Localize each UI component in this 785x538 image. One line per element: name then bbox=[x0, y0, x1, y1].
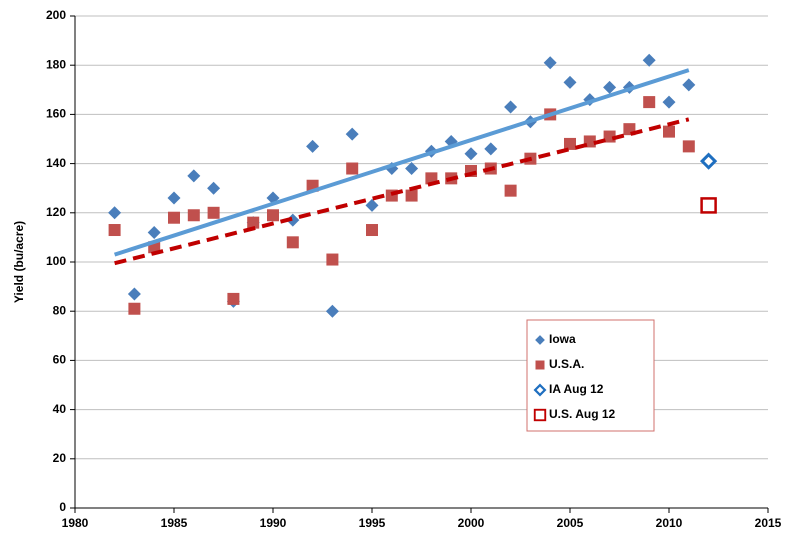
point bbox=[286, 236, 299, 249]
point bbox=[484, 142, 498, 156]
point bbox=[699, 152, 718, 170]
x-tick-label: 1995 bbox=[359, 516, 386, 530]
point bbox=[326, 253, 339, 266]
point bbox=[346, 162, 359, 175]
legend: Iowa U.S.A. IA Aug 12 U.S. Aug 12 bbox=[526, 319, 655, 432]
point bbox=[227, 292, 240, 305]
point bbox=[207, 181, 221, 195]
point bbox=[167, 191, 181, 205]
y-tick-label: 100 bbox=[46, 254, 66, 268]
x-tick-label: 2005 bbox=[557, 516, 584, 530]
y-tick-label: 200 bbox=[46, 8, 66, 22]
legend-label: U.S. Aug 12 bbox=[549, 407, 616, 421]
x-tick-label: 1990 bbox=[260, 516, 287, 530]
point bbox=[325, 304, 339, 318]
x-tick-label: 2015 bbox=[755, 516, 782, 530]
y-tick-label: 120 bbox=[46, 205, 66, 219]
point bbox=[603, 80, 617, 94]
y-tick-label: 80 bbox=[53, 303, 67, 317]
x-tick-label: 1980 bbox=[62, 516, 89, 530]
point bbox=[187, 169, 201, 183]
trend-line bbox=[113, 68, 690, 257]
trend-line bbox=[114, 117, 690, 266]
point bbox=[543, 56, 557, 70]
y-tick-label: 0 bbox=[59, 500, 66, 514]
y-tick-label: 60 bbox=[53, 353, 67, 367]
point bbox=[207, 206, 220, 219]
point bbox=[108, 206, 122, 220]
point bbox=[504, 100, 518, 114]
point bbox=[267, 209, 279, 222]
point bbox=[306, 139, 320, 153]
legend-marker bbox=[535, 360, 545, 370]
legend-marker bbox=[533, 383, 547, 397]
point bbox=[563, 75, 577, 89]
y-tick-label: 160 bbox=[46, 107, 66, 121]
point bbox=[128, 302, 141, 315]
point bbox=[405, 162, 419, 176]
legend-label: Iowa bbox=[549, 332, 576, 346]
y-tick-label: 140 bbox=[46, 156, 66, 170]
point bbox=[187, 209, 200, 222]
legend-label: U.S.A. bbox=[549, 357, 584, 371]
y-axis-label: Yield (bu/acre) bbox=[12, 221, 26, 303]
point bbox=[366, 224, 378, 237]
point bbox=[168, 211, 180, 224]
point bbox=[700, 197, 717, 214]
legend-marker bbox=[535, 335, 545, 345]
y-tick-label: 20 bbox=[53, 451, 67, 465]
point bbox=[682, 140, 695, 153]
point bbox=[247, 216, 260, 229]
point bbox=[345, 127, 359, 141]
point bbox=[365, 198, 379, 212]
legend-label: IA Aug 12 bbox=[549, 382, 604, 396]
point bbox=[564, 137, 576, 150]
point bbox=[286, 213, 300, 227]
y-tick-label: 180 bbox=[46, 57, 66, 71]
point bbox=[464, 147, 478, 161]
point bbox=[108, 224, 121, 237]
point bbox=[127, 287, 141, 301]
x-tick-label: 1985 bbox=[161, 516, 188, 530]
point bbox=[405, 189, 418, 202]
point bbox=[643, 96, 656, 109]
point bbox=[504, 184, 517, 197]
legend-marker bbox=[533, 408, 547, 422]
y-tick-label: 40 bbox=[53, 402, 67, 416]
legend-box bbox=[526, 319, 655, 432]
point bbox=[663, 125, 675, 138]
point bbox=[682, 78, 696, 92]
point bbox=[147, 225, 161, 239]
x-tick-label: 2000 bbox=[458, 516, 485, 530]
point bbox=[662, 95, 676, 109]
x-tick-label: 2010 bbox=[656, 516, 683, 530]
point bbox=[642, 53, 656, 67]
